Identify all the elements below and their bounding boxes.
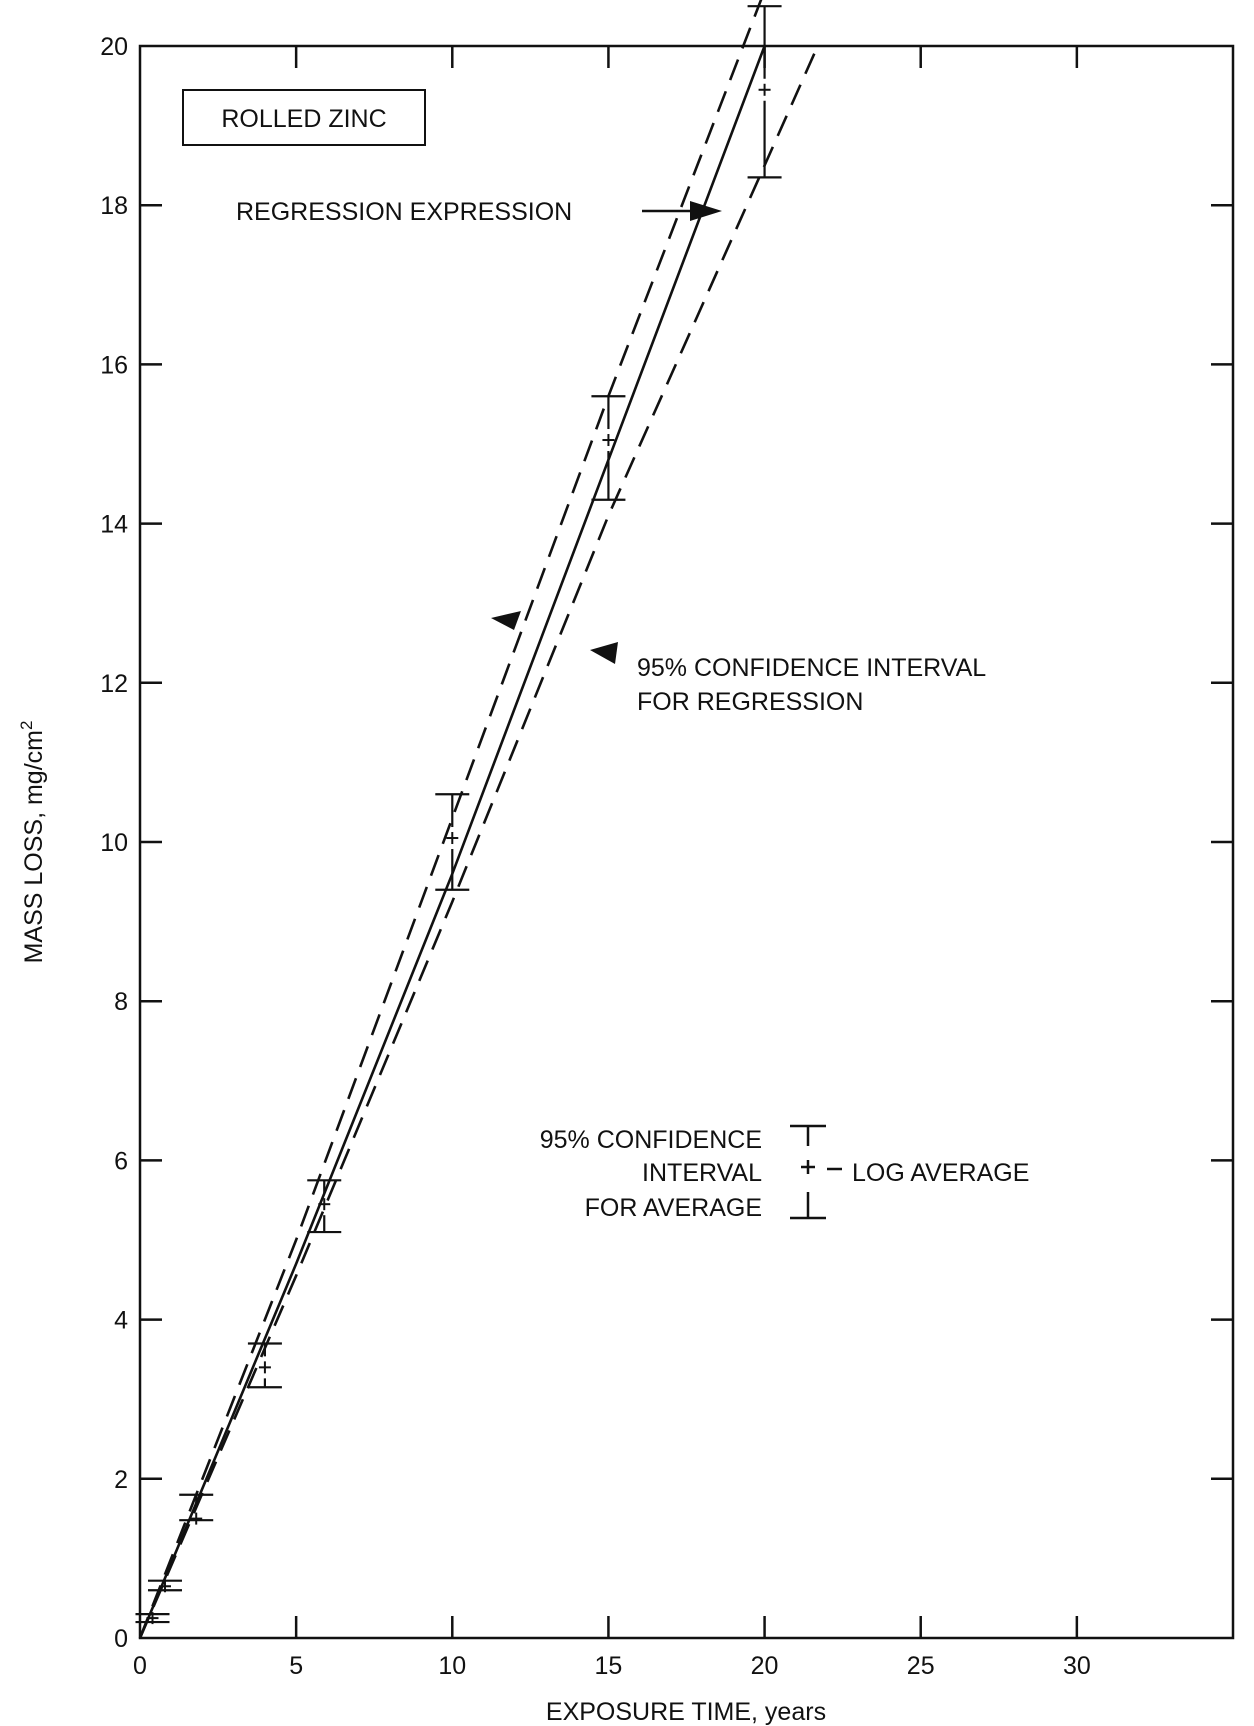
y-tick-label: 0 [114, 1625, 128, 1653]
y-axis-title-main: MASS LOSS, mg/cm [20, 730, 48, 963]
x-tick-label: 20 [751, 1652, 779, 1680]
y-tick-label: 10 [100, 829, 128, 857]
series-lines [138, 0, 819, 1639]
plot-frame [138, 44, 1235, 1640]
conf-lower-arrowhead [590, 642, 618, 664]
y-tick-label: 18 [100, 192, 128, 220]
x-tick-label: 15 [595, 1652, 623, 1680]
axis-ticks [140, 46, 1233, 1638]
legend-conf-line1: 95% CONFIDENCE [540, 1126, 762, 1154]
y-tick-label: 2 [114, 1466, 128, 1494]
inset-label-box [182, 89, 426, 146]
x-tick-label: 5 [289, 1652, 303, 1680]
axis-tick-labels: 0 5 10 15 20 25 30 0 2 4 6 8 10 12 14 16 18 20 [100, 33, 1091, 1680]
conf-regression-line2: FOR REGRESSION [637, 688, 863, 716]
legend-errorbar-symbol [790, 1124, 842, 1220]
x-tick-label: 25 [907, 1652, 935, 1680]
conf-upper-arrowhead [491, 611, 521, 630]
y-tick-label: 8 [114, 988, 128, 1016]
series-conf-lower-line [138, 45, 819, 1639]
y-tick-label: 4 [114, 1307, 128, 1335]
legend-conf-line3: FOR AVERAGE [585, 1194, 762, 1222]
regression-annotation: REGRESSION EXPRESSION [236, 198, 572, 226]
x-axis-title: EXPOSURE TIME, years [546, 1698, 826, 1726]
series-conf-upper-line [138, 0, 763, 1639]
y-tick-label: 20 [100, 33, 128, 61]
y-tick-label: 6 [114, 1147, 128, 1175]
y-tick-label: 16 [100, 351, 128, 379]
log-average-error-bars [135, 5, 782, 1625]
inset-label: ROLLED ZINC [221, 105, 386, 133]
y-tick-label: 14 [100, 511, 128, 539]
y-axis-title-superscript: 2 [17, 721, 36, 730]
x-tick-label: 0 [133, 1652, 147, 1680]
conf-regression-line1: 95% CONFIDENCE INTERVAL [637, 654, 986, 682]
y-axis-title: MASS LOSS, mg/cm2 [17, 721, 48, 964]
x-tick-label: 30 [1063, 1652, 1091, 1680]
x-tick-label: 10 [438, 1652, 466, 1680]
regression-arrowhead [690, 201, 722, 221]
legend: 95% CONFIDENCE INTERVAL FOR AVERAGE LOG … [540, 1124, 1029, 1222]
legend-log-average: LOG AVERAGE [852, 1159, 1029, 1187]
y-tick-label: 12 [100, 670, 128, 698]
legend-conf-line2: INTERVAL [642, 1159, 762, 1187]
